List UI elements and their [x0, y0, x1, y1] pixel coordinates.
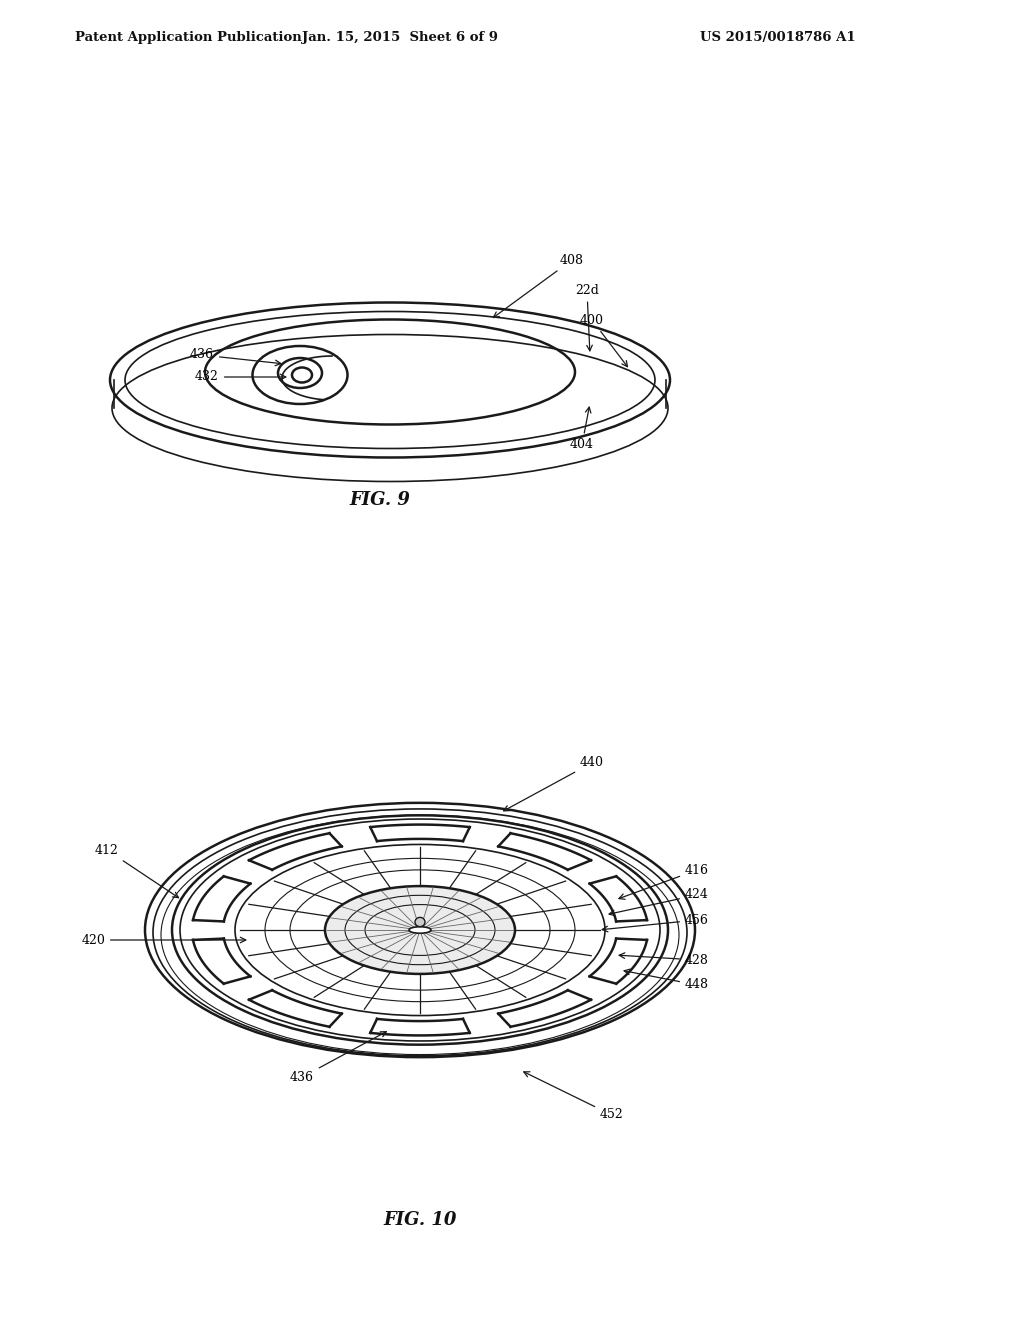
Text: 436: 436: [290, 1032, 386, 1084]
Text: 452: 452: [523, 1072, 624, 1122]
Text: 404: 404: [570, 407, 594, 451]
Text: 416: 416: [618, 863, 709, 899]
Ellipse shape: [415, 917, 425, 927]
Text: 432: 432: [195, 371, 286, 384]
Text: Patent Application Publication: Patent Application Publication: [75, 30, 302, 44]
Text: 420: 420: [81, 933, 246, 946]
Text: 400: 400: [580, 314, 628, 367]
Text: 456: 456: [602, 913, 709, 932]
Text: 22d: 22d: [575, 284, 599, 351]
Text: FIG. 10: FIG. 10: [383, 1210, 457, 1229]
Text: 408: 408: [494, 253, 584, 318]
Text: 428: 428: [620, 953, 709, 966]
Ellipse shape: [292, 367, 312, 383]
Text: 436: 436: [190, 348, 281, 366]
Text: FIG. 9: FIG. 9: [349, 491, 411, 510]
Text: 424: 424: [609, 888, 709, 916]
Text: 440: 440: [504, 756, 604, 810]
Text: US 2015/0018786 A1: US 2015/0018786 A1: [700, 30, 856, 44]
Text: 412: 412: [95, 843, 178, 898]
Ellipse shape: [409, 927, 431, 933]
Text: Jan. 15, 2015  Sheet 6 of 9: Jan. 15, 2015 Sheet 6 of 9: [302, 30, 498, 44]
Text: 448: 448: [624, 969, 709, 991]
Ellipse shape: [325, 886, 515, 974]
